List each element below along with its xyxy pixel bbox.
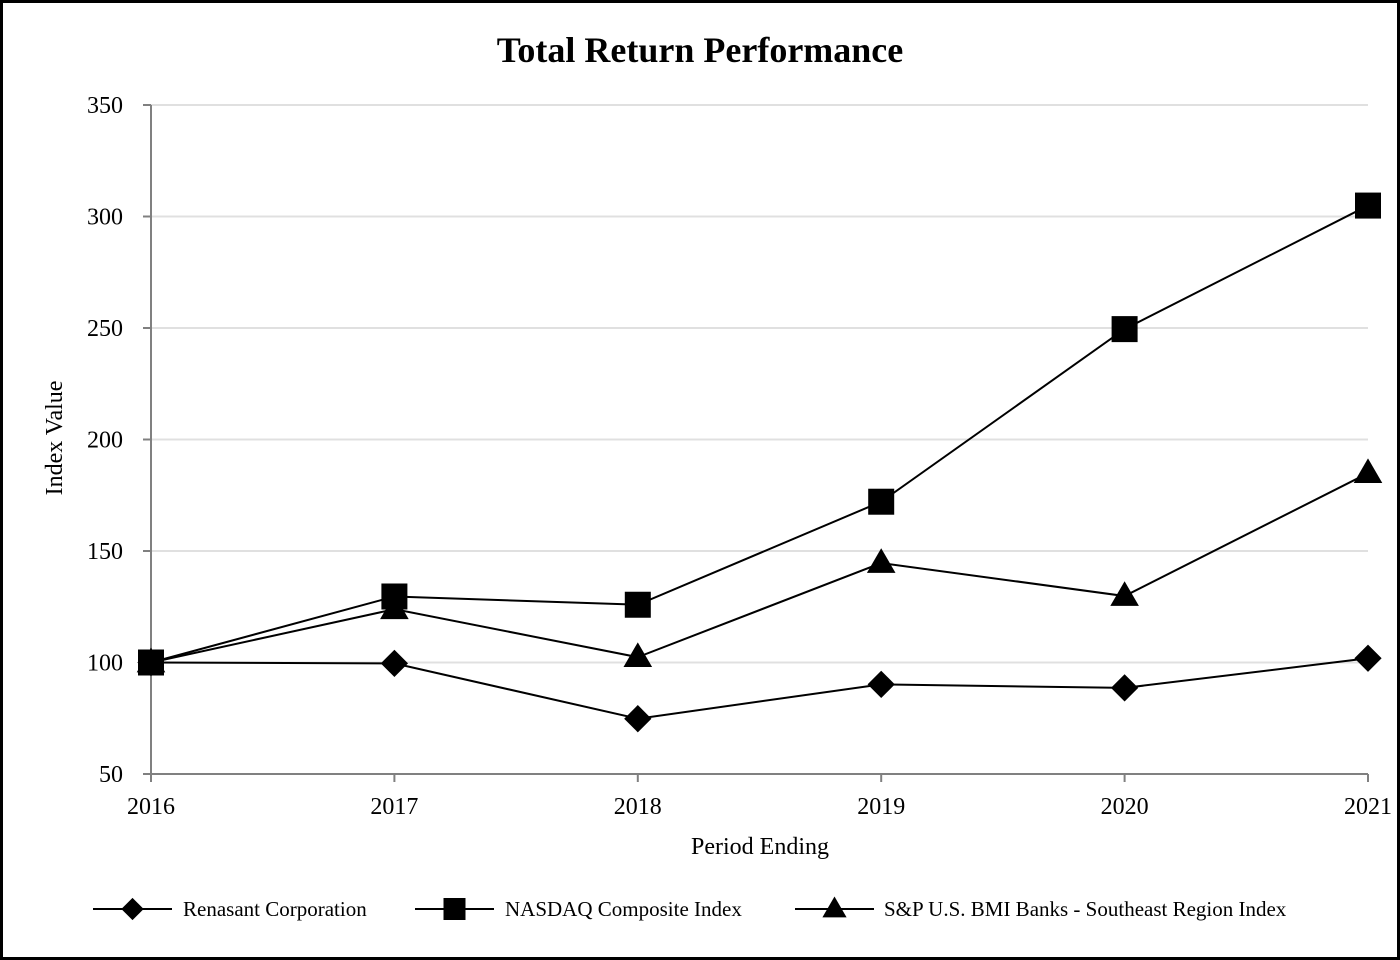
legend-item: S&P U.S. BMI Banks - Southeast Region In… bbox=[795, 896, 1287, 921]
y-tick-label: 150 bbox=[87, 539, 123, 565]
triangle-legend-icon bbox=[822, 896, 847, 918]
y-axis-title: Index Value bbox=[42, 381, 68, 496]
legend-label: NASDAQ Composite Index bbox=[505, 897, 742, 921]
square-point bbox=[624, 591, 651, 618]
square-point bbox=[868, 488, 895, 515]
diamond-point bbox=[1354, 644, 1382, 672]
grid-lines bbox=[151, 104, 1368, 664]
x-tick-label: 2020 bbox=[1101, 794, 1149, 820]
x-tick-label: 2019 bbox=[857, 794, 905, 820]
square-series-line bbox=[150, 204, 1369, 664]
y-tick-label: 100 bbox=[87, 651, 123, 677]
data-markers bbox=[136, 192, 1383, 733]
legend-item: Renasant Corporation bbox=[93, 897, 367, 921]
y-tick-label: 50 bbox=[99, 762, 123, 788]
triangle-point bbox=[136, 647, 166, 673]
y-tick-label: 250 bbox=[87, 316, 123, 342]
triangle-point bbox=[380, 594, 409, 620]
diamond-point bbox=[380, 649, 409, 678]
square-legend-icon bbox=[443, 898, 466, 920]
triangle-series-line bbox=[150, 472, 1369, 664]
legend: Renasant Corporation NASDAQ Composite Ind… bbox=[93, 896, 1287, 921]
diamond-legend-icon bbox=[121, 897, 144, 921]
x-tick-label: 2016 bbox=[127, 794, 175, 820]
triangle-point bbox=[866, 548, 896, 573]
y-tick-label: 350 bbox=[87, 93, 123, 119]
triangle-point bbox=[623, 642, 653, 668]
legend-item: NASDAQ Composite Index bbox=[415, 897, 742, 921]
diamond-point bbox=[867, 670, 895, 698]
x-axis-title: Period Ending bbox=[691, 834, 829, 860]
y-tick-label: 300 bbox=[87, 205, 123, 231]
y-tick-label: 200 bbox=[87, 428, 123, 454]
chart-title: Total Return Performance bbox=[497, 30, 904, 70]
legend-label: Renasant Corporation bbox=[183, 897, 367, 921]
triangle-point bbox=[1110, 581, 1139, 606]
diamond-point bbox=[1110, 674, 1139, 702]
series-lines bbox=[150, 204, 1369, 720]
x-tick-label: 2017 bbox=[370, 794, 418, 820]
square-point bbox=[1355, 192, 1381, 219]
x-tick-label: 2018 bbox=[614, 794, 662, 820]
x-tick-label: 2021 bbox=[1344, 794, 1392, 820]
diamond-series-line bbox=[150, 657, 1369, 720]
axes: 50 100 150 200 250 300 350 2016 2017 2018 2019 2020… bbox=[87, 93, 1392, 820]
legend-label: S&P U.S. BMI Banks - Southeast Region In… bbox=[884, 897, 1287, 921]
square-point bbox=[1111, 316, 1138, 343]
diamond-point bbox=[624, 705, 652, 733]
triangle-point bbox=[1353, 458, 1383, 484]
